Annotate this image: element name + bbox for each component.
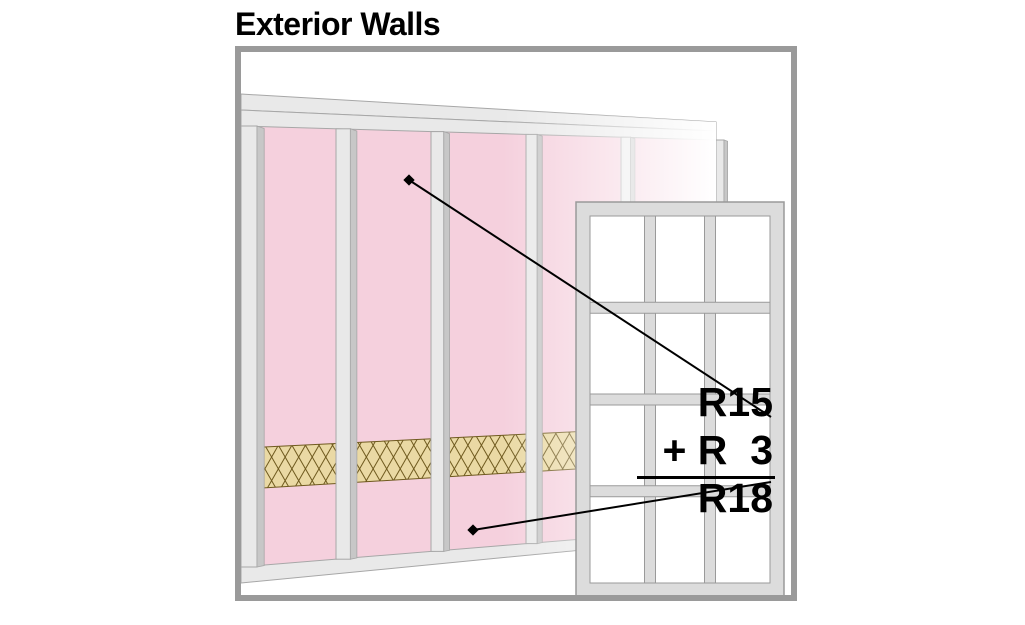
r3-label: + R 3: [593, 426, 773, 474]
r15-label: R15: [593, 378, 773, 426]
rvalue-rule: [637, 476, 775, 479]
stage: Exterior Walls R15 + R 3 R18: [0, 0, 1025, 625]
diagram-title: Exterior Walls: [235, 6, 440, 43]
r18-label: R18: [593, 474, 773, 522]
rvalue-block: R15 + R 3 R18: [593, 378, 773, 522]
